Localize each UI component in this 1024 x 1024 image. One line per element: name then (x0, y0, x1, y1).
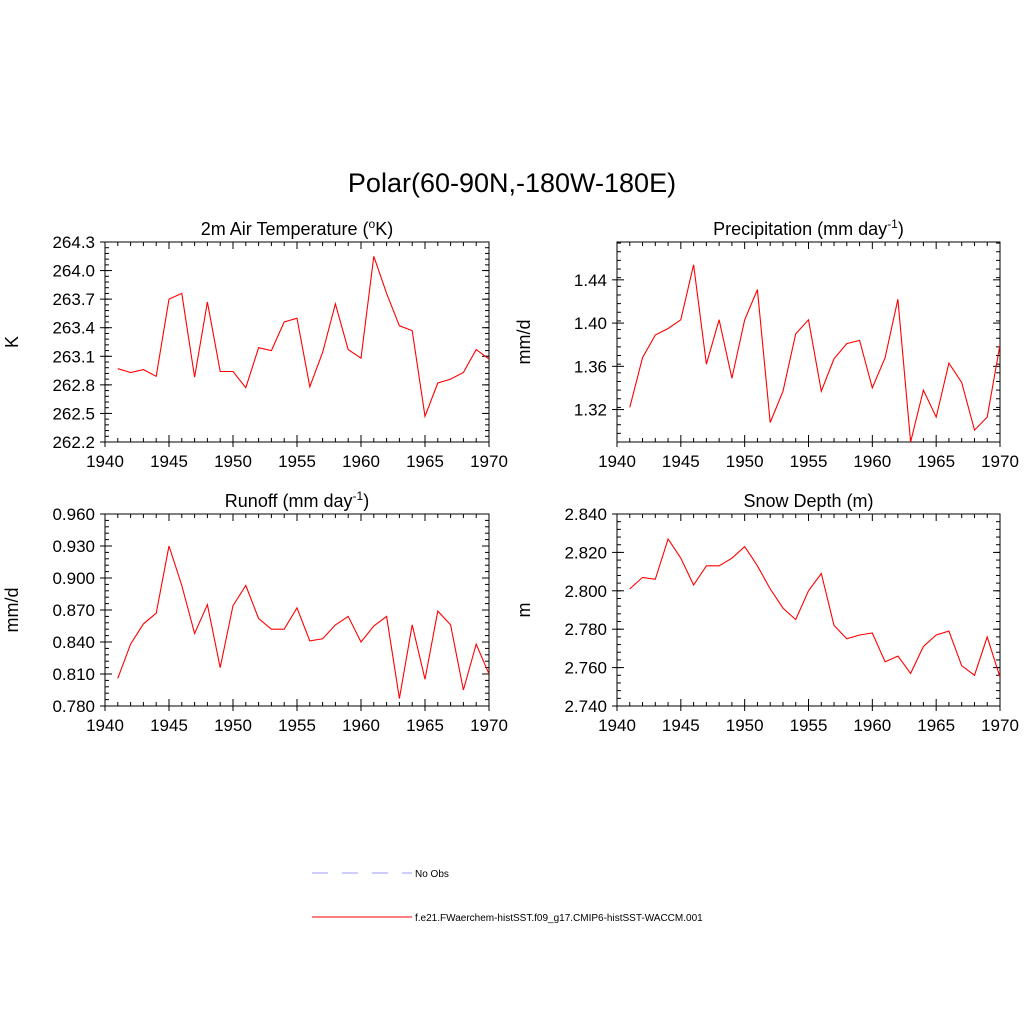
x-tick-label: 1955 (278, 452, 316, 471)
y-tick-label: 2.800 (564, 582, 607, 601)
x-tick-label: 1940 (598, 716, 636, 735)
y-tick-label: 263.7 (52, 290, 95, 309)
x-tick-label: 1965 (917, 716, 955, 735)
y-axis-label: m (514, 603, 534, 618)
x-tick-label: 1965 (917, 452, 955, 471)
y-tick-label: 0.960 (52, 505, 95, 524)
y-tick-label: 0.900 (52, 569, 95, 588)
y-tick-label: 263.4 (52, 319, 95, 338)
plot-frame (104, 513, 490, 707)
x-tick-label: 1950 (214, 452, 252, 471)
x-tick-label: 1970 (470, 716, 508, 735)
x-tick-label: 1945 (662, 716, 700, 735)
y-tick-label: 263.1 (52, 347, 95, 366)
y-tick-label: 264.3 (52, 233, 95, 252)
y-tick-label: 0.870 (52, 601, 95, 620)
x-tick-label: 1970 (470, 452, 508, 471)
y-tick-label: 264.0 (52, 262, 95, 281)
y-tick-label: 1.40 (574, 314, 607, 333)
plot-frame (616, 241, 1001, 443)
y-tick-label: 0.810 (52, 665, 95, 684)
y-tick-label: 1.44 (574, 271, 607, 290)
panel-title-main: Runoff (mm day (225, 491, 353, 511)
main-title: Polar(60-90N,-180W-180E) (347, 168, 677, 198)
x-tick-label: 1970 (981, 716, 1019, 735)
panel-title-sup: o (369, 217, 376, 231)
panel-title-sup: -1 (887, 217, 898, 231)
x-tick-label: 1945 (150, 452, 188, 471)
y-tick-label: 0.840 (52, 633, 95, 652)
panel-title: Runoff (mm day-1) (225, 489, 369, 511)
x-tick-label: 1945 (662, 452, 700, 471)
plot-frame (104, 241, 490, 443)
panel-title: Snow Depth (m) (743, 491, 873, 511)
x-tick-label: 1965 (406, 452, 444, 471)
y-axis-label: mm/d (2, 588, 22, 633)
y-tick-label: 2.840 (564, 505, 607, 524)
y-tick-label: 2.760 (564, 659, 607, 678)
x-tick-label: 1955 (790, 452, 828, 471)
plot-frame (616, 513, 1001, 707)
y-axis-label: K (2, 336, 22, 348)
y-tick-label: 0.780 (52, 697, 95, 716)
panel-title-main: Snow Depth (m) (743, 491, 873, 511)
x-tick-label: 1950 (726, 452, 764, 471)
legend-label-1: No Obs (415, 869, 449, 880)
y-axis-label: mm/d (514, 320, 534, 365)
series-line (629, 537, 1000, 678)
panel-title-end: ) (363, 491, 369, 511)
panel-title: 2m Air Temperature (oK) (201, 217, 393, 239)
panel-title-main: Precipitation (mm day (713, 219, 887, 239)
x-tick-label: 1960 (342, 452, 380, 471)
series-line (117, 545, 489, 699)
x-tick-label: 1970 (981, 452, 1019, 471)
legend-label-2: f.e21.FWaerchem-histSST.f09_g17.CMIP6-hi… (415, 913, 703, 924)
x-tick-label: 1955 (790, 716, 828, 735)
y-tick-label: 2.820 (564, 543, 607, 562)
x-tick-label: 1960 (853, 452, 891, 471)
panel-title-main: 2m Air Temperature ( (201, 219, 369, 239)
y-tick-label: 262.8 (52, 376, 95, 395)
x-tick-label: 1965 (406, 716, 444, 735)
x-tick-label: 1945 (150, 716, 188, 735)
y-tick-label: 0.930 (52, 537, 95, 556)
x-tick-label: 1940 (86, 452, 124, 471)
x-tick-label: 1950 (726, 716, 764, 735)
chart-panel-1: 1940 1945 1950 1955 1960 1965 1970 264.3 264.0 26… (2, 217, 508, 471)
legend: No Obs f.e21.FWaerchem-histSST.f09_g17.CM… (312, 869, 703, 924)
x-tick-label: 1940 (86, 716, 124, 735)
y-tick-label: 262.5 (52, 404, 95, 423)
panel-title-end: ) (898, 219, 904, 239)
x-tick-label: 1960 (342, 716, 380, 735)
panel-title: Precipitation (mm day-1) (713, 217, 904, 239)
series-line (629, 264, 1000, 442)
x-tick-label: 1960 (853, 716, 891, 735)
y-tick-label: 1.32 (574, 401, 607, 420)
chart-panel-3: 1940 1945 1950 1955 1960 1965 1970 0.960 0.930 0.… (2, 489, 508, 735)
y-tick-label: 1.36 (574, 357, 607, 376)
series-line (117, 256, 489, 419)
panel-title-sup: -1 (353, 489, 364, 503)
y-tick-label: 262.2 (52, 433, 95, 452)
y-tick-label: 2.740 (564, 697, 607, 716)
panel-title-end: K) (375, 219, 393, 239)
x-tick-label: 1955 (278, 716, 316, 735)
chart-panel-4: 1940 1945 1950 1955 1960 1965 1970 2.840 2.820 2.… (514, 491, 1019, 735)
x-tick-label: 1950 (214, 716, 252, 735)
y-tick-label: 2.780 (564, 620, 607, 639)
chart-panel-2: 1940 1945 1950 1955 1960 1965 1970 1.44 1.40 1.36… (514, 217, 1019, 471)
x-tick-label: 1940 (598, 452, 636, 471)
